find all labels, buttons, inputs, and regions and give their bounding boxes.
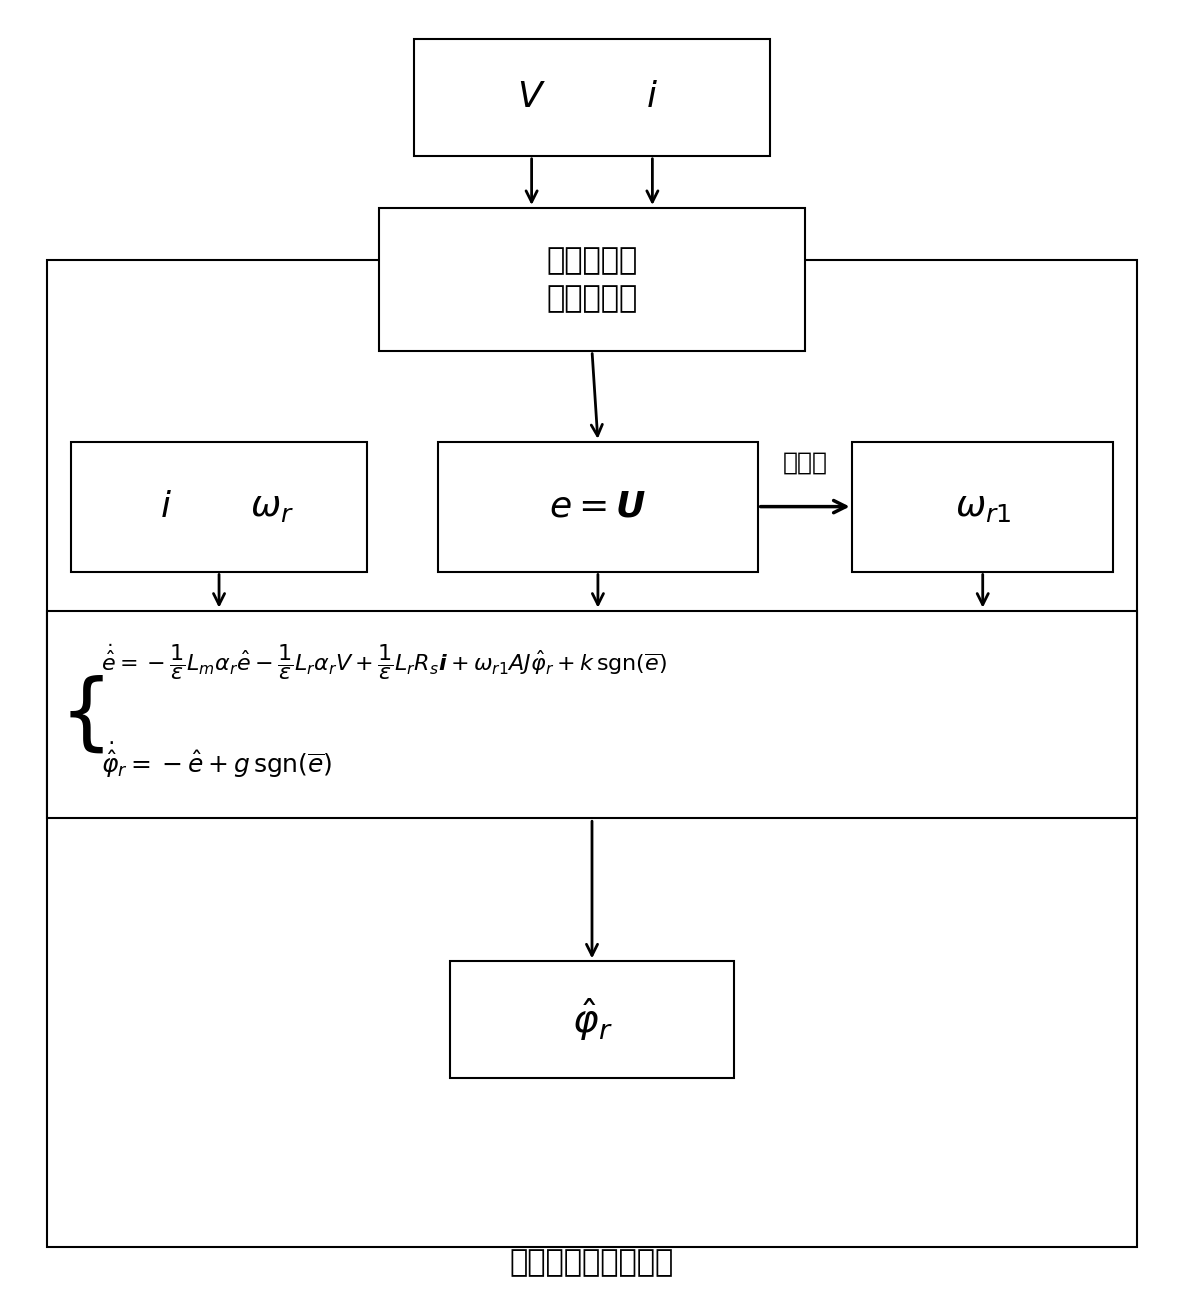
FancyBboxPatch shape: [379, 208, 805, 351]
FancyBboxPatch shape: [450, 961, 734, 1078]
Text: $\dot{\hat{e}}=-\dfrac{1}{\varepsilon}L_m\alpha_r\hat{e}-\dfrac{1}{\varepsilon}L: $\dot{\hat{e}}=-\dfrac{1}{\varepsilon}L_…: [101, 643, 667, 682]
FancyBboxPatch shape: [71, 442, 367, 572]
Text: $\mathit{i}$: $\mathit{i}$: [646, 81, 658, 114]
Text: $\hat{\varphi}_r$: $\hat{\varphi}_r$: [572, 996, 612, 1043]
Text: $\omega_r$: $\omega_r$: [250, 490, 295, 523]
Text: 非奇异终端
滑模观测器: 非奇异终端 滑模观测器: [546, 246, 638, 313]
Text: $\mathit{i}$: $\mathit{i}$: [160, 490, 172, 523]
Text: $\omega_{r1}$: $\omega_{r1}$: [954, 490, 1011, 523]
Text: $V$: $V$: [517, 81, 546, 114]
Text: $\mathit{e}=\boldsymbol{U}$: $\mathit{e}=\boldsymbol{U}$: [549, 490, 646, 523]
FancyBboxPatch shape: [852, 442, 1113, 572]
FancyBboxPatch shape: [414, 39, 770, 156]
Text: $\dot{\hat{\varphi}}_r=-\hat{e}+g\,\mathrm{sgn}(\overline{e})$: $\dot{\hat{\varphi}}_r=-\hat{e}+g\,\math…: [101, 740, 333, 779]
Text: $\{$: $\{$: [59, 674, 104, 755]
Text: 转子磁链滑模观测器: 转子磁链滑模观测器: [510, 1248, 674, 1277]
FancyBboxPatch shape: [47, 260, 1137, 1247]
FancyBboxPatch shape: [438, 442, 758, 572]
Text: 锁相环: 锁相环: [783, 451, 828, 474]
FancyBboxPatch shape: [47, 611, 1137, 818]
